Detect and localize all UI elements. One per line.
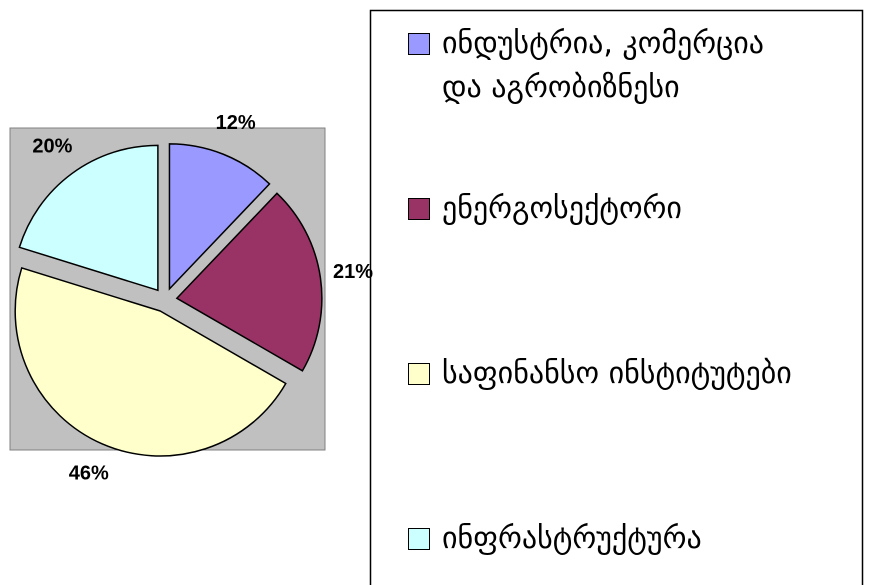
pie-slice [175, 192, 323, 372]
data-label: 46% [69, 462, 109, 484]
legend-swatch [408, 363, 430, 385]
pie-slice [18, 144, 159, 292]
legend-label: ენერგოსექტორი [442, 191, 682, 226]
legend-label: ინდუსტრია, კომერცია და აგრობიზნესი [442, 26, 765, 105]
pie-slice [168, 143, 271, 291]
legend-swatch [408, 528, 430, 550]
data-label: 21% [333, 261, 373, 283]
legend-label: საფინანსო ინსტიტუტები [442, 356, 792, 391]
legend-swatch [408, 33, 430, 55]
pie-slice [14, 267, 287, 457]
legend-label: ინფრასტრუქტურა [442, 521, 702, 556]
legend-entry: ინდუსტრია, კომერცია და აგრობიზნესი [408, 22, 858, 110]
legend-entry: ენერგოსექტორი [408, 187, 858, 231]
legend-swatch [408, 198, 430, 220]
legend-box [369, 9, 864, 585]
data-label: 20% [32, 135, 72, 157]
legend-entry: საფინანსო ინსტიტუტები [408, 352, 858, 396]
legend-entry: ინფრასტრუქტურა [408, 517, 858, 561]
data-label: 12% [216, 112, 256, 134]
